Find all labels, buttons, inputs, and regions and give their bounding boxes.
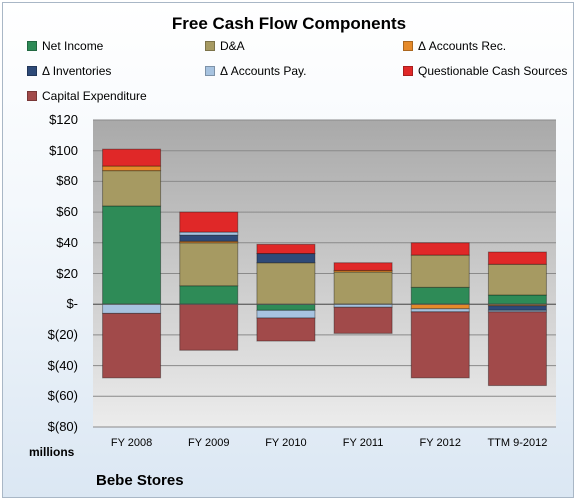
bar-segment-capex xyxy=(333,306,393,334)
x-tick-label: FY 2008 xyxy=(110,437,153,449)
bar-segment-accounts-rec xyxy=(410,303,470,310)
bar-segment-questionable xyxy=(410,242,470,256)
x-tick-label: FY 2012 xyxy=(419,437,461,449)
bar-segment-da xyxy=(102,170,162,207)
bar-segment-da xyxy=(487,263,547,296)
y-tick-label: $100 xyxy=(49,142,78,158)
y-tick-label: $20 xyxy=(56,265,78,281)
legend-label: Δ Accounts Rec. xyxy=(418,39,507,53)
bar-segment-capex xyxy=(102,312,162,379)
legend-item-da: D&A xyxy=(205,39,245,53)
bar-segment-accounts-rec xyxy=(102,165,162,172)
bar-segment-accounts-pay xyxy=(256,309,316,319)
y-tick-label: $- xyxy=(66,296,78,312)
y-tick-label: $(80) xyxy=(47,419,78,434)
legend-item-inventories: Δ Inventories xyxy=(27,64,111,78)
y-tick-label: $80 xyxy=(56,173,78,189)
legend-swatch xyxy=(205,66,215,76)
company-name: Bebe Stores xyxy=(96,472,184,489)
bar-segment-da xyxy=(333,271,393,305)
legend-swatch xyxy=(27,41,37,51)
y-tick-label: $(40) xyxy=(47,357,78,373)
legend-item-questionable: Questionable Cash Sources xyxy=(403,64,567,78)
legend-swatch xyxy=(205,41,215,51)
legend-label: D&A xyxy=(220,39,245,53)
legend-item-accounts-pay: Δ Accounts Pay. xyxy=(205,64,307,78)
bar-segment-capex xyxy=(410,311,470,379)
legend-item-net-income: Net Income xyxy=(27,39,103,53)
bar-segment-net-income xyxy=(102,205,162,305)
legend-label: Δ Accounts Pay. xyxy=(220,64,307,78)
bar-segment-questionable xyxy=(333,262,393,271)
bar-segment-questionable xyxy=(487,251,547,265)
y-tick-label: $120 xyxy=(49,112,78,127)
legend-label: Questionable Cash Sources xyxy=(418,64,568,78)
legend-label: Capital Expenditure xyxy=(42,89,147,103)
legend-label: Δ Inventories xyxy=(42,64,112,78)
bar-segment-inventories xyxy=(256,253,316,264)
y-tick-label: $(60) xyxy=(47,388,78,404)
x-tick-label: FY 2009 xyxy=(188,437,230,449)
x-tick-label: TTM 9-2012 xyxy=(487,437,548,449)
y-tick-label: $40 xyxy=(56,234,78,250)
legend-swatch xyxy=(403,66,413,76)
legend-label: Net Income xyxy=(42,39,104,53)
chart-title: Free Cash Flow Components xyxy=(171,14,407,33)
bar-segment-da xyxy=(179,242,239,287)
bar-segment-net-income xyxy=(256,303,316,311)
x-tick-label: FY 2010 xyxy=(265,437,307,449)
legend-item-capex: Capital Expenditure xyxy=(27,89,147,103)
legend-swatch xyxy=(27,91,37,101)
legend-swatch xyxy=(27,66,37,76)
units-label: millions xyxy=(29,445,75,459)
y-tick-label: $60 xyxy=(56,204,78,220)
legend-item-accounts-rec: Δ Accounts Rec. xyxy=(403,39,506,53)
bar-segment-capex xyxy=(487,311,547,387)
x-tick-label: FY 2011 xyxy=(342,437,384,449)
bar-segment-questionable xyxy=(102,148,162,167)
legend-swatch xyxy=(403,41,413,51)
bar-segment-accounts-pay xyxy=(102,303,162,314)
bar-segment-net-income xyxy=(179,285,239,305)
bar-segment-capex xyxy=(256,317,316,342)
bar-segment-da xyxy=(410,254,470,288)
bar-segment-inventories xyxy=(487,305,547,311)
bar-segment-net-income xyxy=(410,286,470,305)
bar-segment-net-income xyxy=(487,294,547,305)
bar-segment-da xyxy=(256,262,316,305)
bar-segment-questionable xyxy=(179,211,239,233)
bar-segment-capex xyxy=(179,303,239,351)
bar-segment-questionable xyxy=(256,243,316,255)
y-tick-label: $(20) xyxy=(47,326,78,342)
bar-segment-inventories xyxy=(179,234,239,242)
